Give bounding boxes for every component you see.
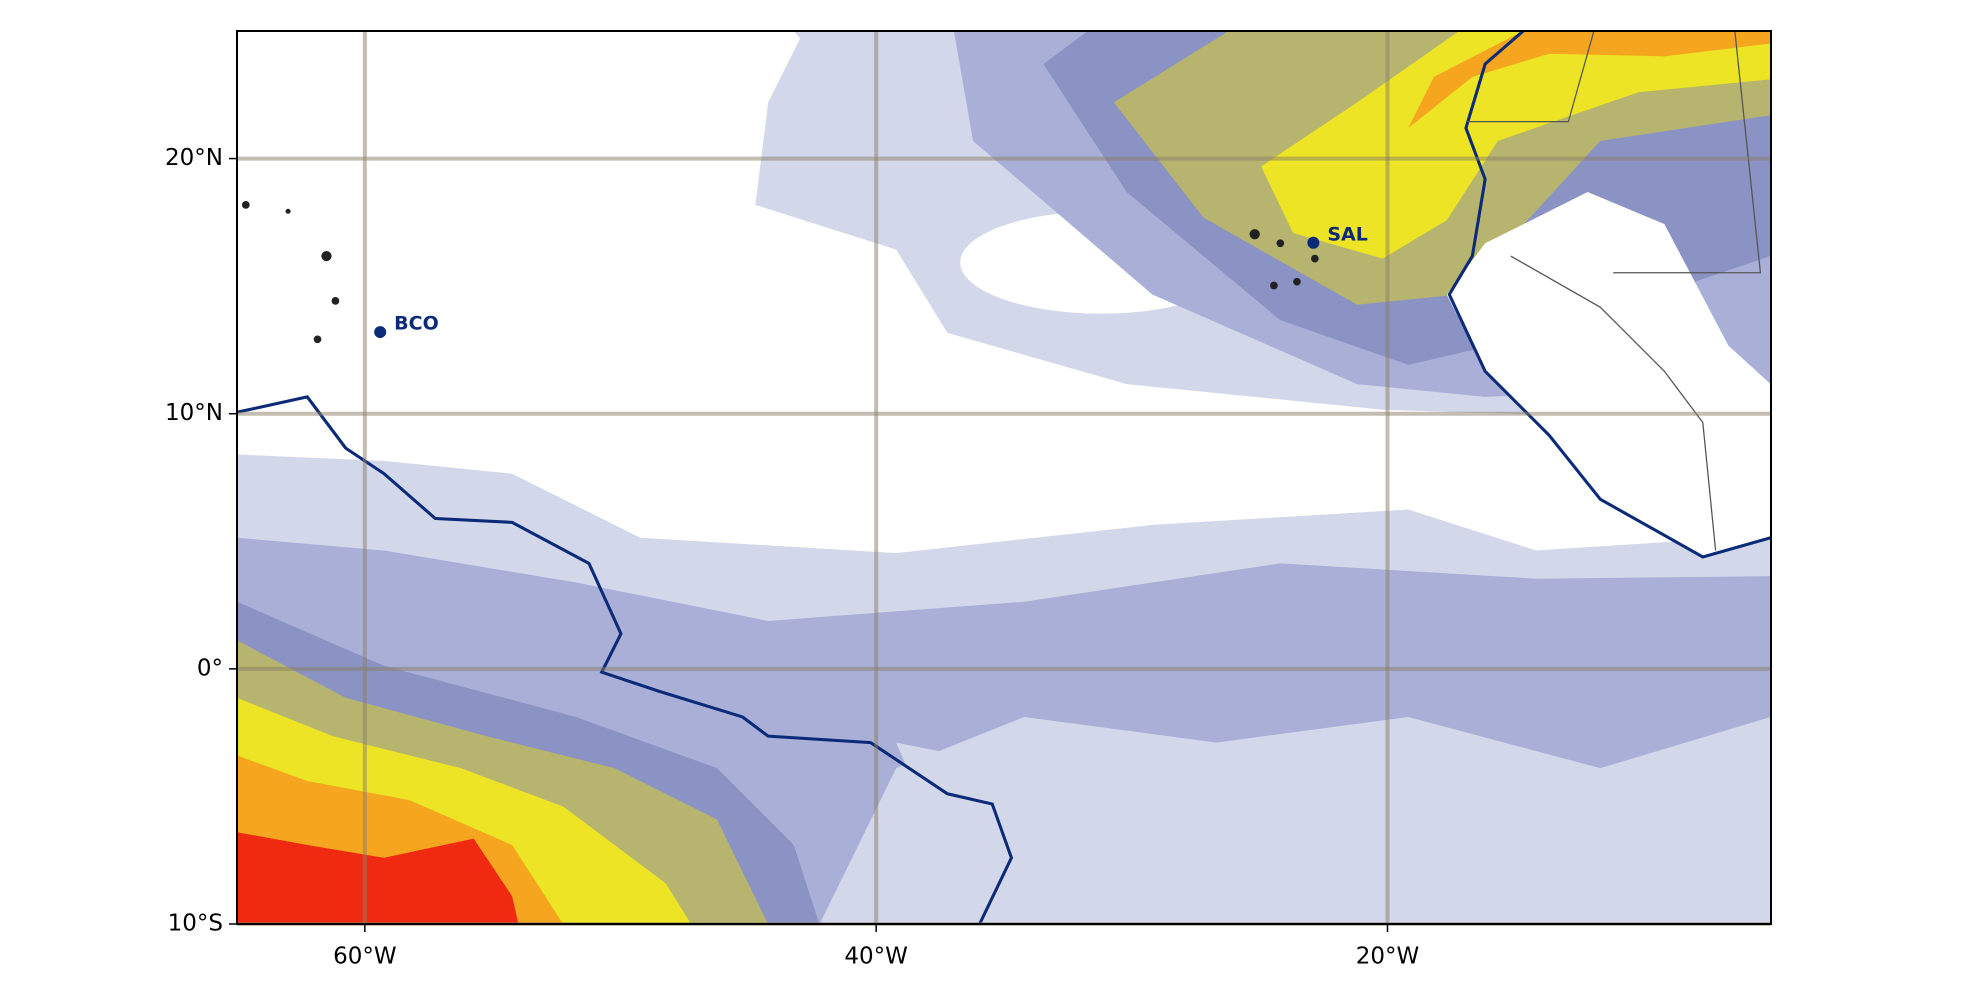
station-marker [1307,236,1320,249]
x-tick-label: 40°W [844,944,908,970]
map-frame [236,30,1772,925]
x-tick-label: 60°W [333,944,397,970]
y-tick-label: 10°N [165,400,223,426]
station-label: BCO [394,313,439,335]
background-field [236,30,1771,925]
x-tick-label: 20°W [1356,944,1420,970]
y-tick-label: 0° [197,655,223,681]
station-marker [374,326,387,339]
station-label: SAL [1327,223,1368,245]
y-tick-label: 10°S [168,911,223,937]
y-tick-label: 20°N [165,145,223,171]
